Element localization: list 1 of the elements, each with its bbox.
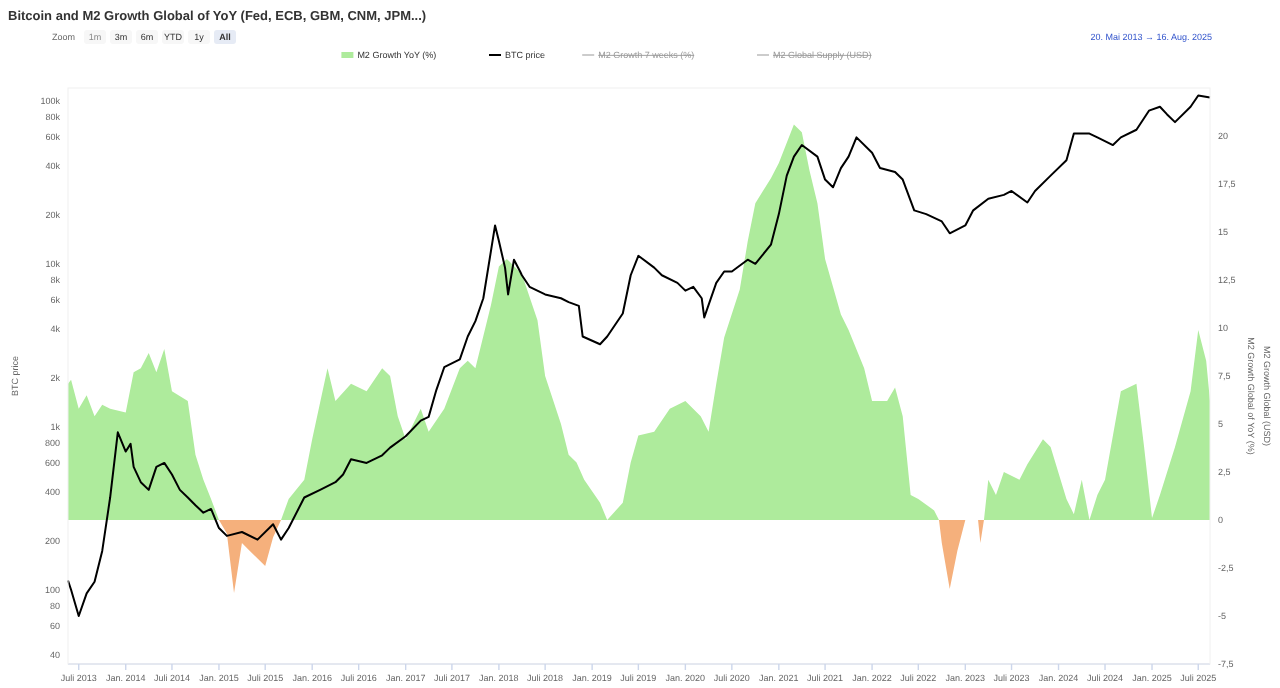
line-series xyxy=(67,94,1211,617)
